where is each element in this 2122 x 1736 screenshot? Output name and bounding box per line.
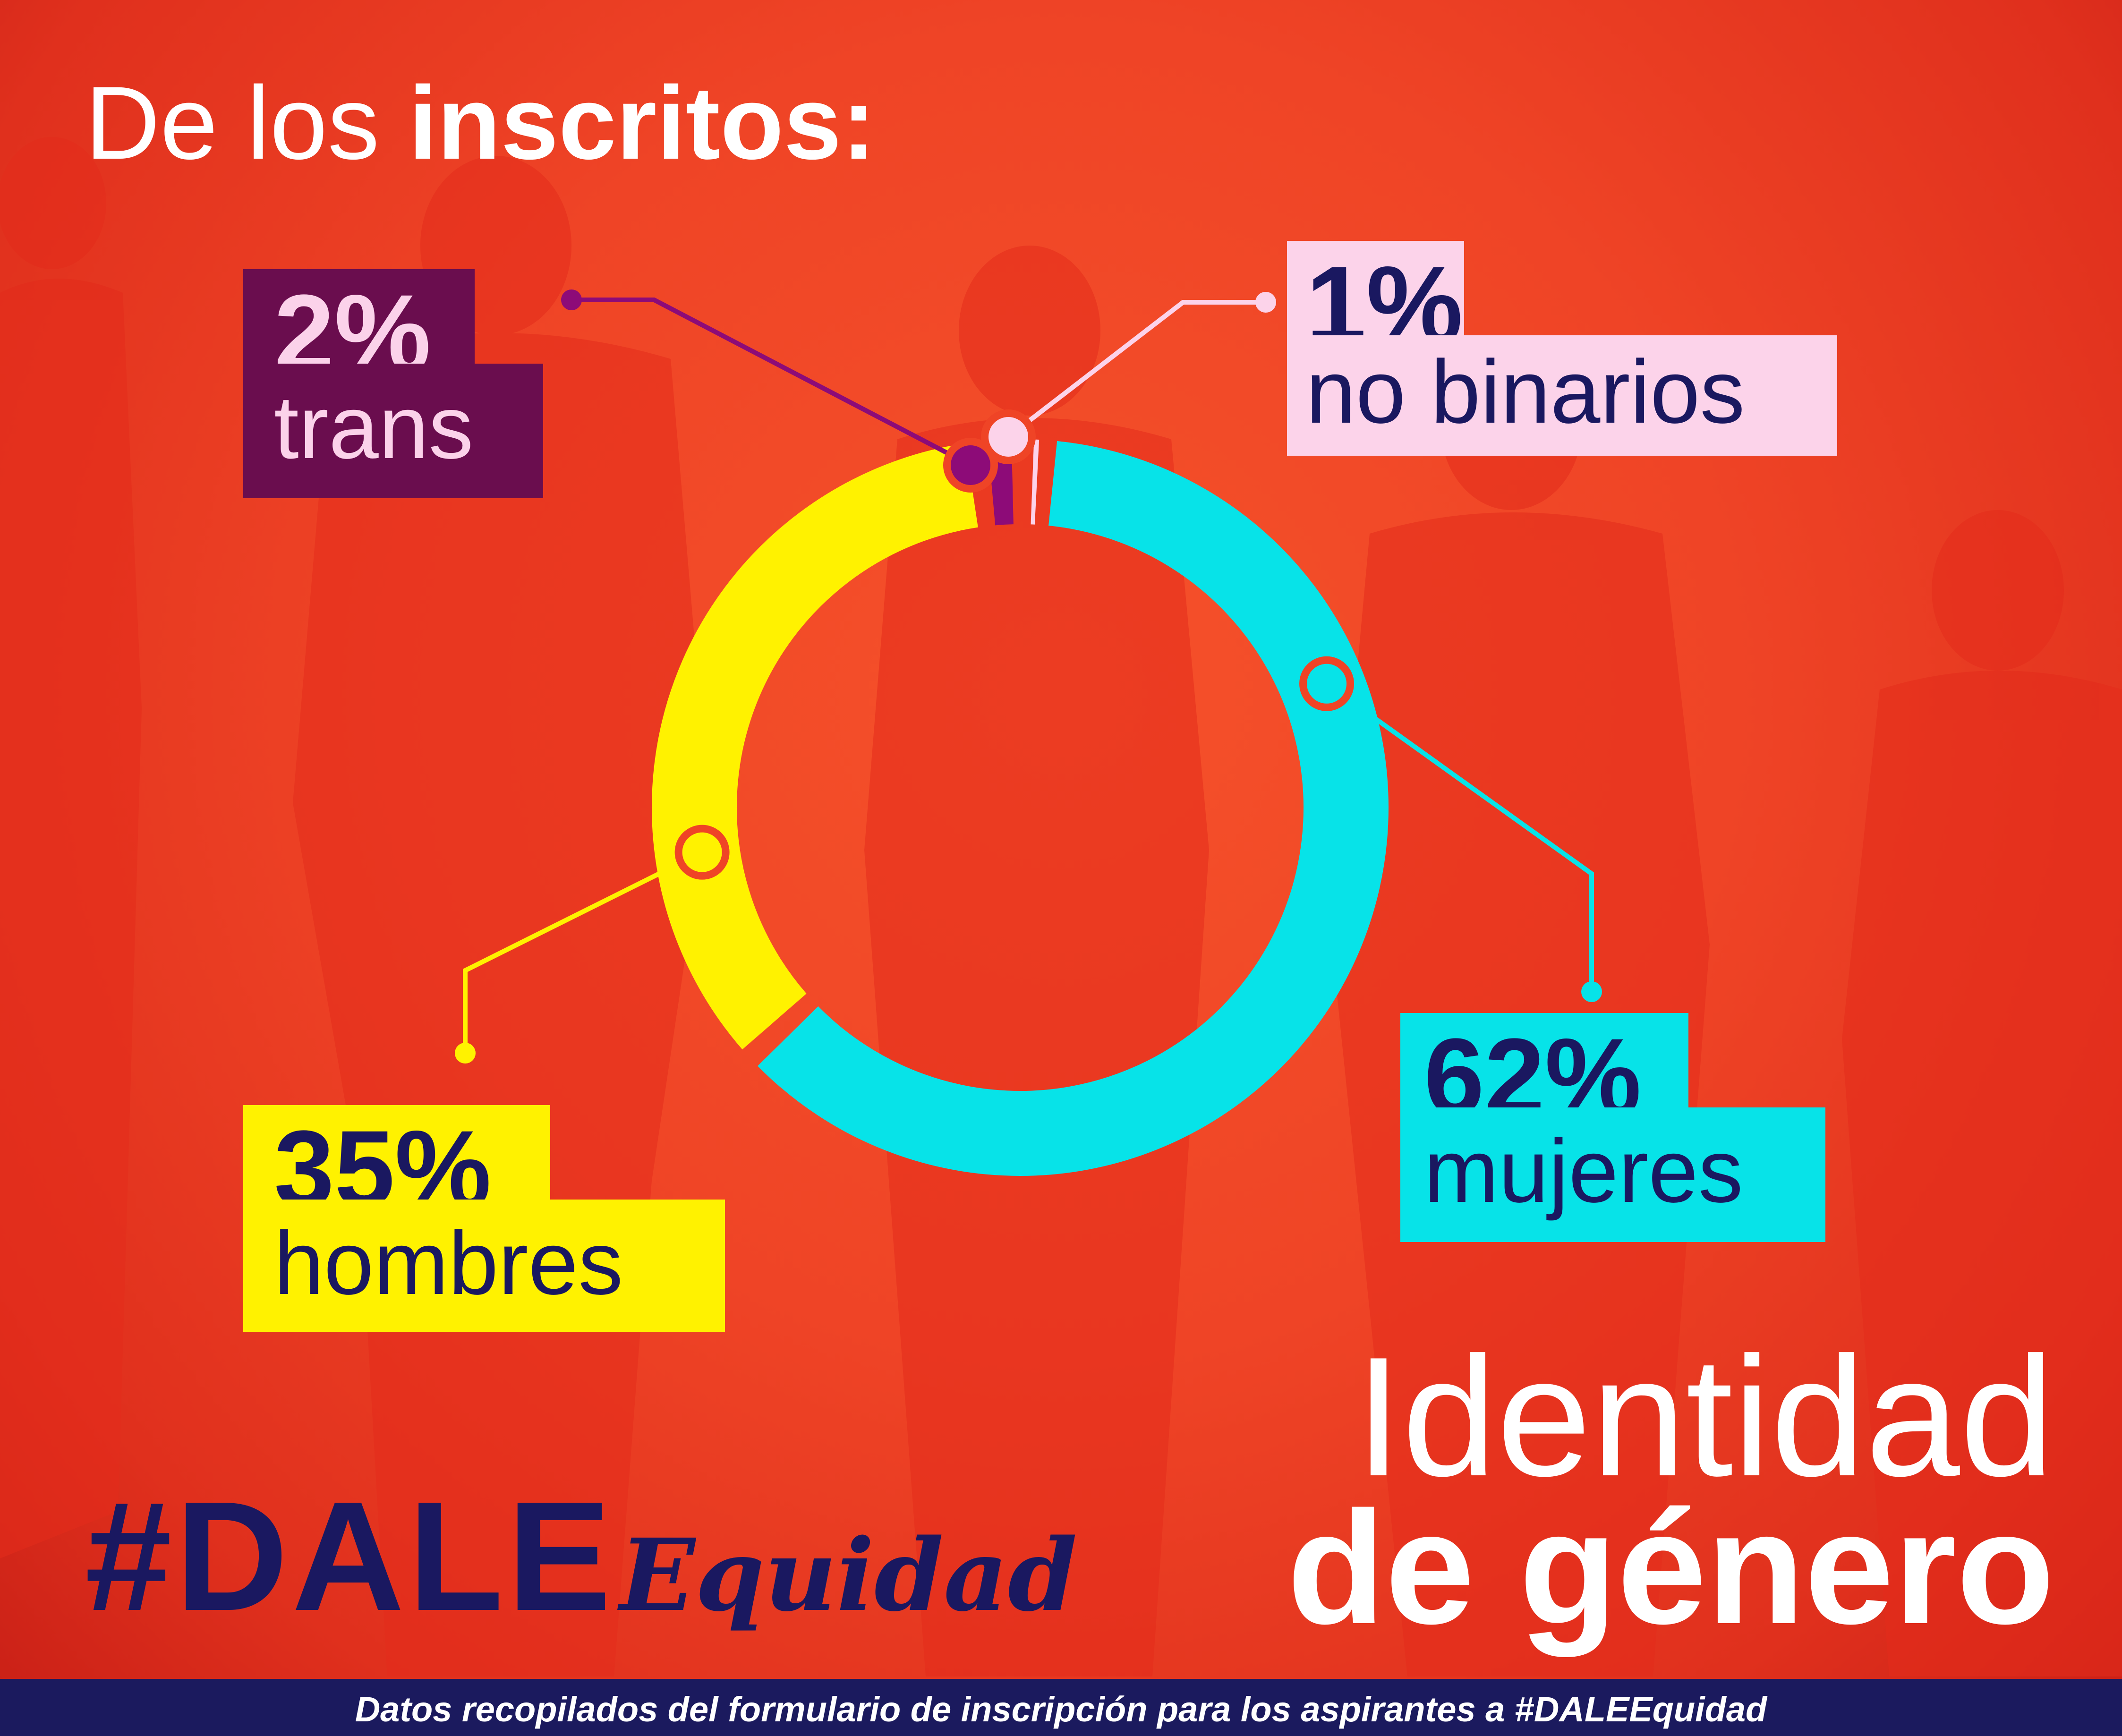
label-hombres-cat-box: hombres [243, 1200, 725, 1332]
slice-mujeres [758, 441, 1389, 1176]
brand-hashtag: #DALE [85, 1469, 615, 1643]
ring-marker-trans [943, 438, 998, 493]
label-trans-cat: trans [274, 377, 474, 477]
ring-marker-no-binarios [981, 409, 1036, 464]
footer-text: Datos recopilados del formulario de insc… [355, 1690, 1767, 1729]
label-hombres-pct-box: 35% [243, 1105, 550, 1223]
headline-emphasis: inscritos: [408, 65, 876, 181]
leader-dot-trans [561, 289, 582, 310]
label-mujeres-cat: mujeres [1424, 1121, 1743, 1221]
ring-marker-mujeres [1299, 656, 1355, 711]
leader-dot-mujeres [1581, 981, 1602, 1002]
label-no-binarios-cat: no binarios [1306, 342, 1745, 442]
brand-logo: #DALEEquidad [85, 1478, 1077, 1634]
label-trans-cat-box: trans [243, 364, 543, 498]
leader-line-mujeres [1325, 681, 1594, 992]
leader-line-no-binarios [1006, 300, 1266, 439]
brand-script: Equidad [619, 1517, 1077, 1634]
leader-line-trans [571, 298, 972, 468]
headline: De los inscritos: [85, 71, 876, 175]
label-no-binarios-pct-box: 1% [1287, 241, 1464, 359]
label-no-binarios-cat-box: no binarios [1287, 335, 1837, 456]
slice-hombres [652, 443, 978, 1050]
ring-marker-hombres [674, 825, 730, 880]
leader-dot-no-binarios [1255, 292, 1276, 313]
slice-trans [988, 439, 1014, 526]
title-line-1: Identidad [1355, 1322, 2054, 1512]
label-mujeres-pct-box: 62% [1400, 1013, 1688, 1131]
headline-prefix: De los [85, 65, 380, 181]
leader-dot-hombres [455, 1043, 476, 1064]
leader-line-hombres [463, 850, 703, 1053]
title-line-2: de género [1287, 1478, 2054, 1658]
footer-bar: Datos recopilados del formulario de insc… [0, 1679, 2122, 1736]
label-trans-pct-box: 2% [243, 269, 475, 387]
label-hombres-cat: hombres [274, 1213, 623, 1313]
label-mujeres-cat-box: mujeres [1400, 1107, 1825, 1242]
